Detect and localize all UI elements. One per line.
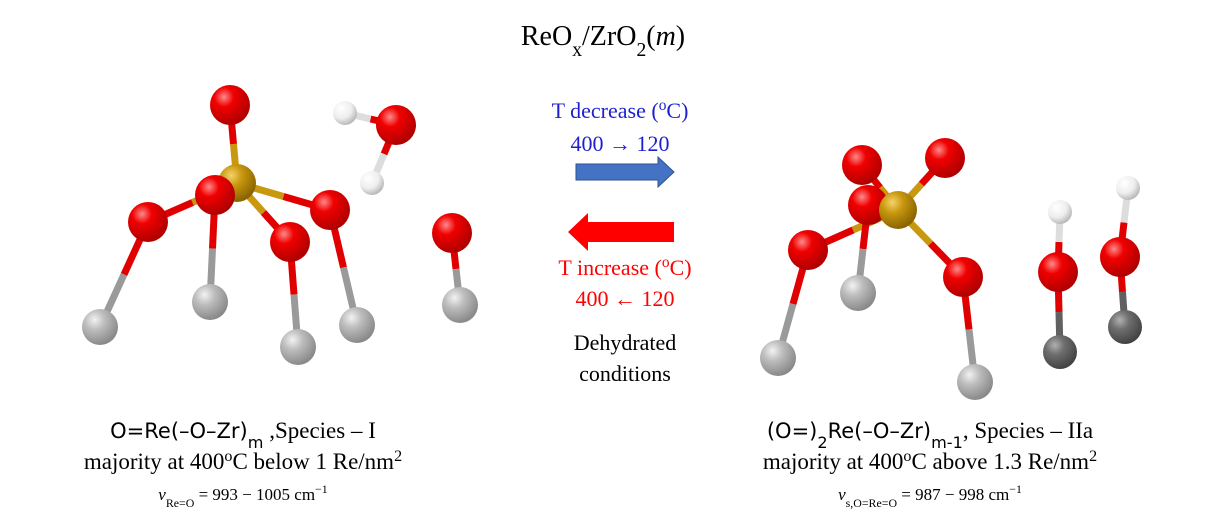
- forward-arrow: [576, 157, 674, 187]
- text-part: majority at 400: [84, 449, 225, 474]
- species-frequency: νRe=O = 993 − 1005 cm−1: [158, 482, 327, 510]
- atom: [957, 364, 993, 400]
- text-sub: s,O=Re=O: [846, 496, 898, 510]
- species-formula: O=Re(–O–Zr)m ,Species – I: [110, 418, 376, 452]
- condition-line: Dehydrated: [574, 330, 677, 355]
- text-part: majority at 400: [763, 449, 904, 474]
- atom: [1108, 310, 1142, 344]
- title-part: (: [646, 21, 655, 52]
- reverse-values: 400 ← 120: [576, 286, 675, 311]
- text-sup: 2: [1089, 448, 1097, 465]
- text-sup: −1: [315, 482, 328, 496]
- formula-part: (O=): [767, 419, 818, 443]
- atom: [760, 340, 796, 376]
- atom: [280, 329, 316, 365]
- atom: [1048, 200, 1072, 224]
- title-sub: x: [572, 40, 582, 61]
- text-part: C below 1 Re/nm: [232, 449, 394, 474]
- species-formula: (O=)2Re(–O–Zr)m-1, Species – IIa: [767, 418, 1093, 452]
- atom: [840, 275, 876, 311]
- text-sup: −1: [1009, 482, 1022, 496]
- forward-values: 400 → 120: [571, 131, 670, 156]
- atom: [1043, 335, 1077, 369]
- text-part: C above 1.3 Re/nm: [911, 449, 1089, 474]
- text-part: T increase (: [558, 255, 661, 280]
- atom: [128, 202, 168, 242]
- species-majority: majority at 400oC below 1 Re/nm2: [84, 448, 402, 475]
- atom: [360, 171, 384, 195]
- text-sub: Re=O: [166, 496, 195, 510]
- title-part: /ZrO: [582, 21, 636, 52]
- figure: ReOx/ZrO2(m) T decrease (oC) 400 → 120 T…: [0, 0, 1206, 521]
- atom: [432, 213, 472, 253]
- atom: [192, 284, 228, 320]
- text-sup: o: [903, 448, 911, 465]
- atom: [442, 287, 478, 323]
- species-frequency: νs,O=Re=O = 987 − 998 cm−1: [838, 482, 1022, 510]
- text-sup: 2: [394, 448, 402, 465]
- text-part: T decrease (: [552, 98, 659, 123]
- formula-part: Re(–O–Zr): [828, 419, 932, 443]
- reverse-label: T increase (oC): [558, 254, 691, 281]
- atom: [879, 191, 917, 229]
- atom: [1100, 237, 1140, 277]
- atom: [310, 190, 350, 230]
- formula-part: O=Re(–O–Zr): [110, 419, 248, 443]
- title: ReOx/ZrO2(m): [521, 21, 685, 61]
- atom: [1038, 252, 1078, 292]
- species-name: ,Species – I: [263, 418, 375, 443]
- title-sub: 2: [636, 40, 646, 61]
- atom: [270, 222, 310, 262]
- species-majority: majority at 400oC above 1.3 Re/nm2: [763, 448, 1097, 475]
- text-part: = 987 − 998 cm: [897, 485, 1009, 504]
- text-part: = 993 − 1005 cm: [194, 485, 315, 504]
- species-name: , Species – IIa: [963, 418, 1093, 443]
- text-part: C): [670, 255, 692, 280]
- atom: [1116, 176, 1140, 200]
- atom: [943, 257, 983, 297]
- reverse-arrow: [568, 213, 674, 251]
- atom: [376, 105, 416, 145]
- atom: [195, 175, 235, 215]
- condition-line: conditions: [579, 361, 671, 386]
- atom: [333, 101, 357, 125]
- atom: [210, 85, 250, 125]
- atom: [788, 230, 828, 270]
- title-part: m: [656, 21, 676, 52]
- forward-label: T decrease (oC): [552, 97, 689, 124]
- text-sup: o: [224, 448, 232, 465]
- atom: [925, 138, 965, 178]
- title-part: ): [676, 21, 685, 52]
- title-part: ReO: [521, 21, 572, 52]
- atom: [339, 307, 375, 343]
- atom: [842, 145, 882, 185]
- atom: [82, 309, 118, 345]
- text-part: C): [666, 98, 688, 123]
